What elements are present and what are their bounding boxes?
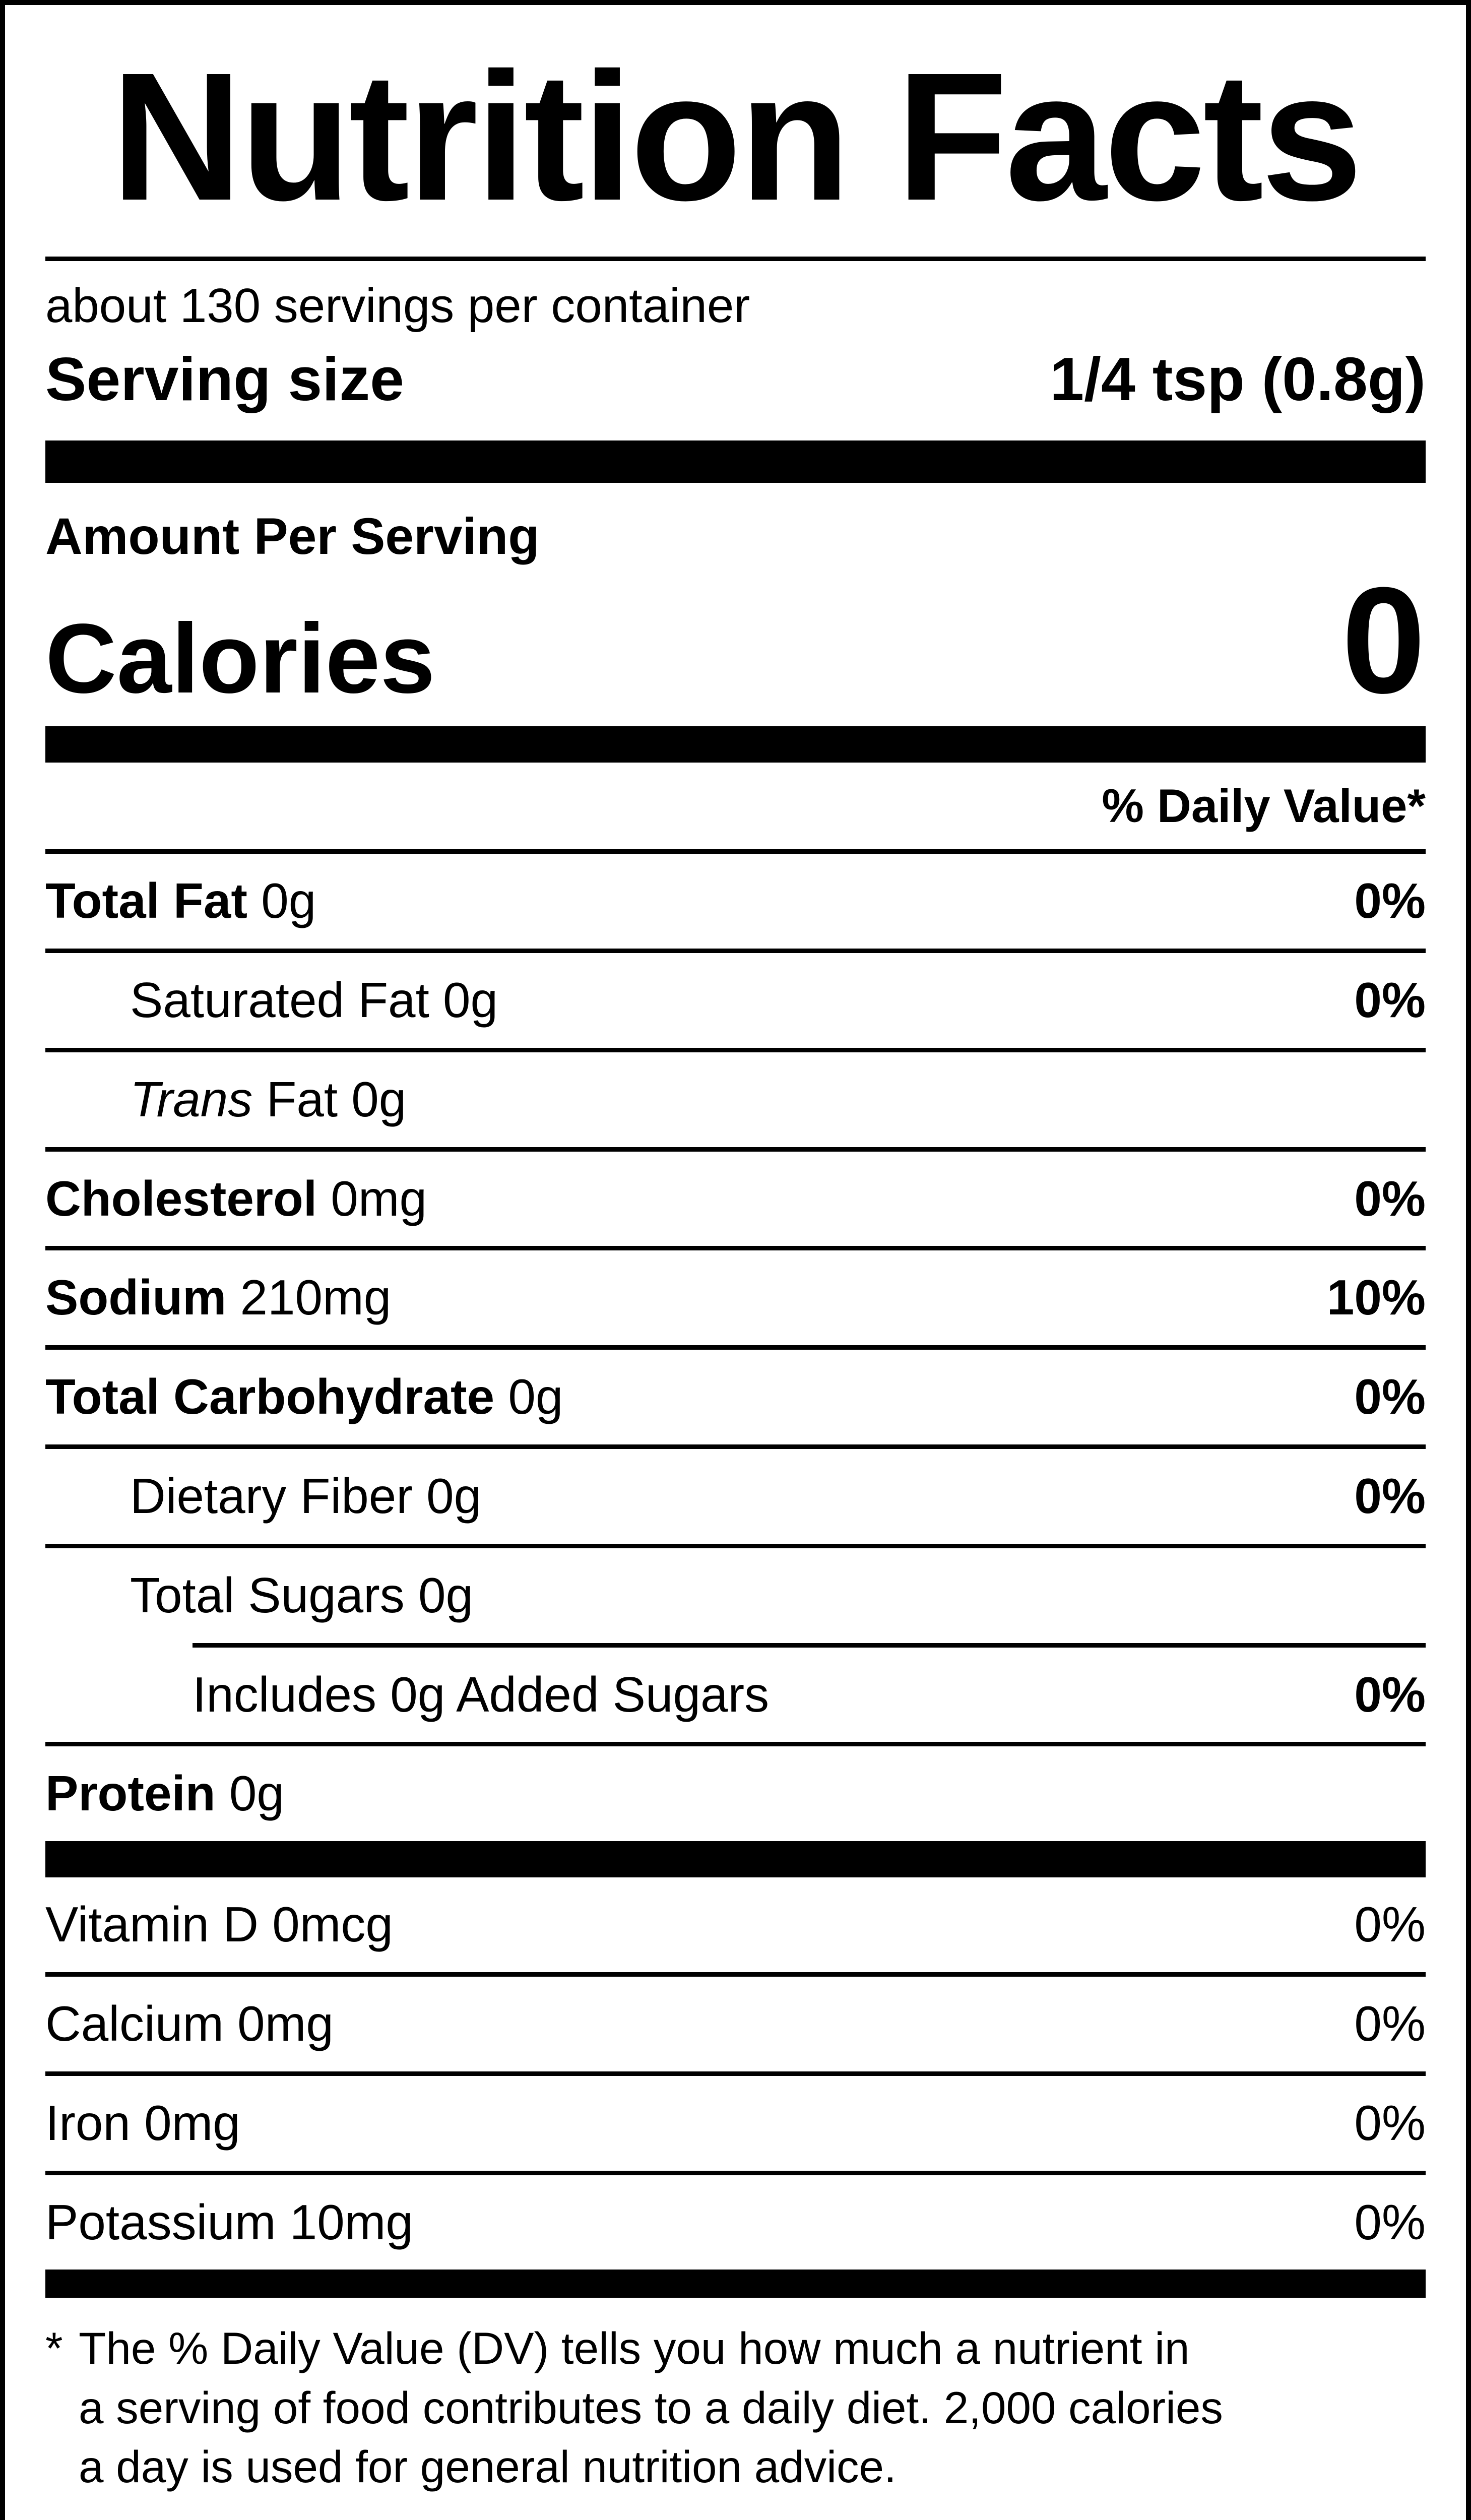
nutrient-row-dietary-fiber: Dietary Fiber 0g 0% xyxy=(45,1444,1426,1544)
nutrient-name: Total Sugars 0g xyxy=(130,1567,473,1623)
nutrient-row-sodium: Sodium 210mg 10% xyxy=(45,1246,1426,1345)
daily-value-header: % Daily Value* xyxy=(1102,779,1426,833)
footnote: * The % Daily Value (DV) tells you how m… xyxy=(45,2298,1426,2496)
section-bar-protein xyxy=(45,1841,1426,1878)
serving-size-value: 1/4 tsp (0.8g) xyxy=(1050,345,1426,414)
nutrient-row-total-fat: Total Fat 0g 0% xyxy=(45,849,1426,949)
nutrient-name-italic: Trans xyxy=(130,1071,253,1127)
footnote-asterisk: * xyxy=(45,2323,63,2374)
nutrient-name: Protein 0g xyxy=(45,1767,284,1821)
vitamin-name: Potassium 10mg xyxy=(45,2194,413,2250)
nutrient-row-added-sugars: Includes 0g Added Sugars 0% xyxy=(45,1648,1426,1742)
nutrient-row-trans-fat: Trans Fat 0g xyxy=(45,1047,1426,1147)
vitamin-row-vitamin-d: Vitamin D 0mcg 0% xyxy=(45,1877,1426,1972)
footnote-text: The % Daily Value (DV) tells you how muc… xyxy=(79,2319,1426,2496)
calories-label: Calories xyxy=(45,603,435,714)
nutrient-name-bold: Cholesterol xyxy=(45,1170,317,1226)
nutrient-name-rest: 0g xyxy=(494,1369,563,1425)
footnote-line: The % Daily Value (DV) tells you how muc… xyxy=(79,2323,1190,2374)
nutrient-name: Sodium 210mg xyxy=(45,1271,391,1325)
nutrient-dv: 0% xyxy=(1354,873,1426,929)
nutrient-name-rest: 0g xyxy=(247,873,316,929)
nutrient-name: Trans Fat 0g xyxy=(45,1071,407,1127)
vitamin-name: Vitamin D 0mcg xyxy=(45,1897,393,1952)
serving-size-row: Serving size 1/4 tsp (0.8g) xyxy=(45,338,1426,440)
calories-row: Calories 0 xyxy=(45,563,1426,717)
nutrient-name: Dietary Fiber 0g xyxy=(130,1468,482,1524)
title-divider xyxy=(45,257,1426,262)
footnote-line: a serving of food contributes to a daily… xyxy=(79,2382,1223,2433)
vitamin-name: Iron 0mg xyxy=(45,2095,240,2151)
section-bar-serving xyxy=(45,440,1426,483)
footnote-line: a day is used for general nutrition advi… xyxy=(79,2441,897,2492)
amount-per-serving-label: Amount Per Serving xyxy=(45,508,540,565)
nutrient-name-rest: 0mg xyxy=(317,1170,427,1226)
nutrient-name-rest: 210mg xyxy=(226,1270,392,1326)
nutrient-row-total-sugars: Total Sugars 0g xyxy=(45,1543,1426,1643)
nutrient-name-bold: Sodium xyxy=(45,1270,227,1326)
nutrient-row-total-carbohydrate: Total Carbohydrate 0g 0% xyxy=(45,1345,1426,1444)
nutrient-name-rest: 0g xyxy=(215,1766,284,1821)
nutrient-name: Includes 0g Added Sugars xyxy=(193,1666,770,1722)
nutrient-row-cholesterol: Cholesterol 0mg 0% xyxy=(45,1147,1426,1246)
nutrient-name-rest: Fat 0g xyxy=(252,1071,407,1127)
vitamin-dv: 0% xyxy=(1354,1897,1426,1952)
nutrient-dv: 0% xyxy=(1354,1666,1426,1722)
nutrient-name: Total Fat 0g xyxy=(45,873,316,929)
vitamin-row-iron: Iron 0mg 0% xyxy=(45,2071,1426,2171)
nutrient-name-bold: Total Fat xyxy=(45,873,248,929)
nutrient-name-bold: Total Carbohydrate xyxy=(45,1369,495,1425)
nutrient-name-bold: Protein xyxy=(45,1766,216,1821)
section-bar-calories xyxy=(45,726,1426,763)
added-sugars-inset-divider xyxy=(193,1643,1426,1648)
calories-section: Amount Per Serving Calories 0 xyxy=(45,483,1426,726)
nutrient-name: Total Carbohydrate 0g xyxy=(45,1369,563,1425)
nutrition-facts-title: Nutrition Facts xyxy=(110,34,1363,238)
vitamin-dv: 0% xyxy=(1354,2095,1426,2151)
nutrient-name: Saturated Fat 0g xyxy=(130,972,498,1028)
section-bar-footnote xyxy=(45,2270,1426,2298)
vitamin-dv: 0% xyxy=(1354,1996,1426,2051)
nutrient-row-saturated-fat: Saturated Fat 0g 0% xyxy=(45,949,1426,1048)
vitamin-row-calcium: Calcium 0mg 0% xyxy=(45,1972,1426,2071)
servings-per-container: about 130 servings per container xyxy=(45,279,750,333)
nutrient-dv: 0% xyxy=(1354,1468,1426,1524)
nutrient-dv: 0% xyxy=(1354,972,1426,1028)
nutrient-dv: 0% xyxy=(1354,1369,1426,1425)
vitamin-dv: 0% xyxy=(1354,2194,1426,2250)
vitamin-row-potassium: Potassium 10mg 0% xyxy=(45,2170,1426,2270)
nutrient-row-protein: Protein 0g xyxy=(45,1742,1426,1841)
nutrient-dv: 0% xyxy=(1354,1170,1426,1226)
calories-value: 0 xyxy=(1341,555,1426,725)
vitamin-name: Calcium 0mg xyxy=(45,1996,334,2051)
nutrient-dv: 10% xyxy=(1326,1270,1426,1326)
serving-size-label: Serving size xyxy=(45,345,404,414)
nutrient-name: Cholesterol 0mg xyxy=(45,1170,427,1226)
